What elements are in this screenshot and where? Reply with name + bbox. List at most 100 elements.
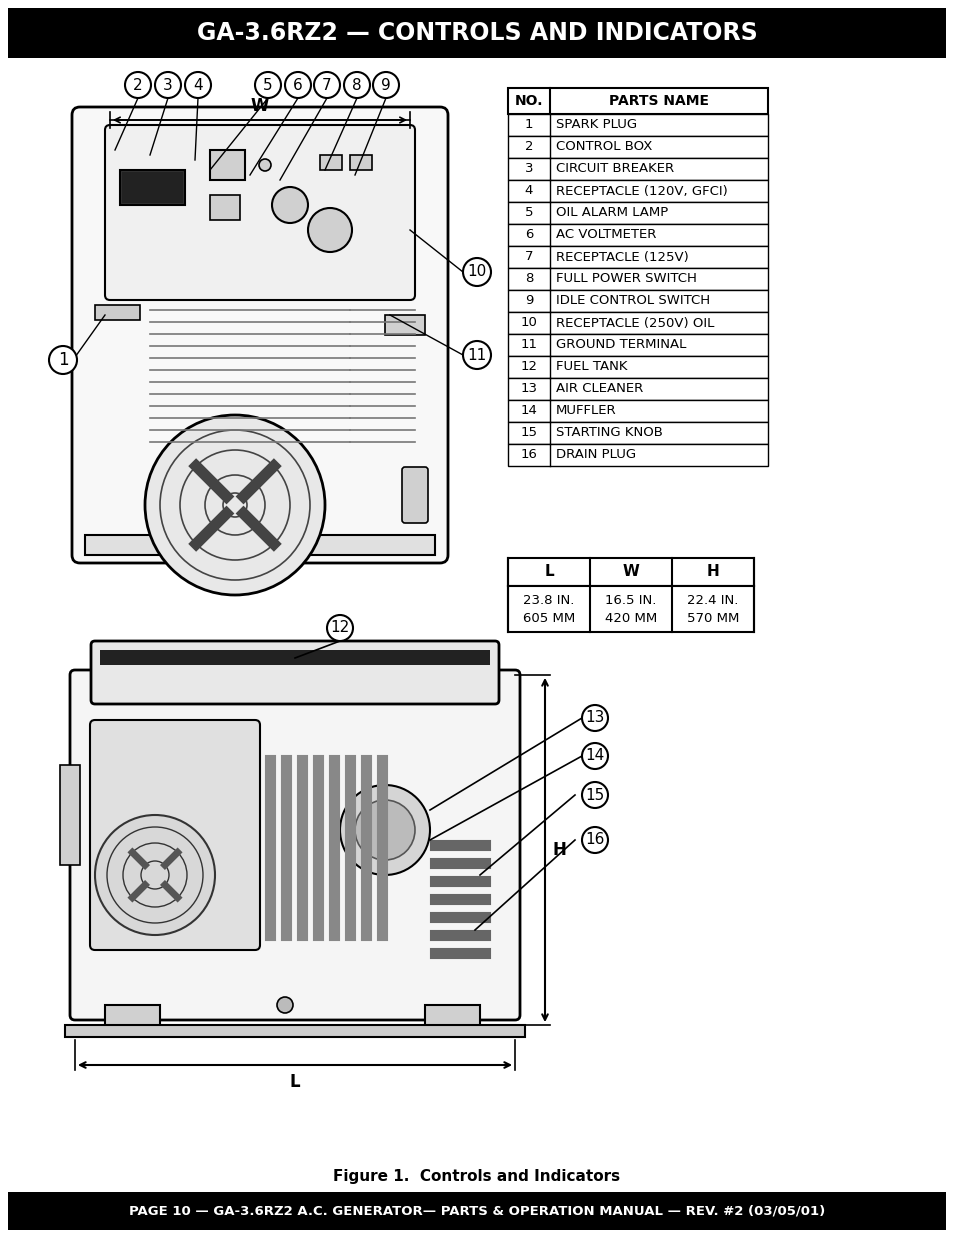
Bar	[507, 445, 767, 466]
Bar	[507, 268, 767, 290]
Text: IDLE CONTROL SWITCH: IDLE CONTROL SWITCH	[556, 294, 709, 308]
Text: RECEPTACLE (125V): RECEPTACLE (125V)	[556, 251, 688, 263]
Text: 5: 5	[524, 206, 533, 220]
Bar	[507, 224, 767, 246]
Text: AIR CLEANER: AIR CLEANER	[556, 383, 642, 395]
Text: 14: 14	[585, 748, 604, 763]
Circle shape	[154, 72, 181, 98]
Bar	[507, 378, 767, 400]
Text: 15: 15	[585, 788, 604, 803]
Bar	[65, 1025, 524, 1037]
Circle shape	[258, 159, 271, 170]
FancyBboxPatch shape	[401, 467, 428, 522]
Circle shape	[185, 72, 211, 98]
Text: L: L	[543, 564, 554, 579]
Circle shape	[581, 743, 607, 769]
Text: 23.8 IN.
605 MM: 23.8 IN. 605 MM	[522, 594, 575, 625]
Text: 13: 13	[520, 383, 537, 395]
Text: 5: 5	[263, 78, 273, 93]
Text: 2: 2	[524, 141, 533, 153]
Circle shape	[355, 800, 415, 860]
Text: 16.5 IN.
420 MM: 16.5 IN. 420 MM	[604, 594, 657, 625]
FancyBboxPatch shape	[90, 720, 260, 950]
Text: 8: 8	[352, 78, 361, 93]
Bar	[105, 1005, 160, 1035]
Text: L: L	[290, 1073, 300, 1091]
Bar	[507, 290, 767, 312]
Bar	[507, 558, 753, 585]
Text: 15: 15	[520, 426, 537, 440]
Bar	[122, 172, 183, 203]
Text: RECEPTACLE (120V, GFCI): RECEPTACLE (120V, GFCI)	[556, 184, 727, 198]
Bar	[85, 535, 435, 555]
Text: 8: 8	[524, 273, 533, 285]
Text: W: W	[251, 98, 269, 115]
FancyBboxPatch shape	[91, 641, 498, 704]
Text: 9: 9	[524, 294, 533, 308]
Circle shape	[272, 186, 308, 224]
Text: 12: 12	[330, 620, 349, 636]
Bar	[507, 114, 767, 136]
Text: OIL ALARM LAMP: OIL ALARM LAMP	[556, 206, 667, 220]
Text: 2: 2	[133, 78, 143, 93]
Circle shape	[285, 72, 311, 98]
Text: PARTS NAME: PARTS NAME	[608, 94, 708, 107]
Text: 9: 9	[381, 78, 391, 93]
Bar	[8, 1192, 945, 1230]
Text: CIRCUIT BREAKER: CIRCUIT BREAKER	[556, 163, 674, 175]
Text: 7: 7	[322, 78, 332, 93]
Bar	[507, 180, 767, 203]
Text: 13: 13	[585, 710, 604, 725]
Text: FULL POWER SWITCH: FULL POWER SWITCH	[556, 273, 696, 285]
Text: CONTROL BOX: CONTROL BOX	[556, 141, 652, 153]
Circle shape	[581, 782, 607, 808]
Bar	[507, 158, 767, 180]
Circle shape	[581, 705, 607, 731]
Circle shape	[308, 207, 352, 252]
Bar	[507, 585, 753, 632]
Text: 6: 6	[524, 228, 533, 242]
Text: 4: 4	[524, 184, 533, 198]
FancyBboxPatch shape	[105, 125, 415, 300]
Bar	[210, 149, 245, 180]
FancyBboxPatch shape	[70, 671, 519, 1020]
Bar	[385, 315, 424, 335]
Text: 16: 16	[585, 832, 604, 847]
Bar	[319, 156, 341, 170]
Circle shape	[314, 72, 339, 98]
Text: H: H	[553, 841, 566, 860]
Text: 14: 14	[520, 405, 537, 417]
Text: 7: 7	[524, 251, 533, 263]
Text: 3: 3	[163, 78, 172, 93]
Bar	[120, 170, 185, 205]
Bar	[507, 88, 767, 114]
Text: 11: 11	[520, 338, 537, 352]
Text: NO.: NO.	[515, 94, 542, 107]
Circle shape	[344, 72, 370, 98]
Text: 10: 10	[520, 316, 537, 330]
Text: RECEPTACLE (250V) OIL: RECEPTACLE (250V) OIL	[556, 316, 714, 330]
Circle shape	[339, 785, 430, 876]
Bar	[100, 650, 490, 664]
Text: 10: 10	[467, 264, 486, 279]
Text: FUEL TANK: FUEL TANK	[556, 361, 627, 373]
Text: 12: 12	[520, 361, 537, 373]
Bar	[60, 764, 80, 864]
Bar	[95, 305, 140, 320]
Text: DRAIN PLUG: DRAIN PLUG	[556, 448, 636, 462]
Bar	[507, 356, 767, 378]
Circle shape	[276, 997, 293, 1013]
Circle shape	[145, 415, 325, 595]
Text: 3: 3	[524, 163, 533, 175]
Circle shape	[581, 827, 607, 853]
Text: 16: 16	[520, 448, 537, 462]
Bar	[507, 246, 767, 268]
Circle shape	[462, 258, 491, 287]
Text: MUFFLER: MUFFLER	[556, 405, 616, 417]
Circle shape	[462, 341, 491, 369]
Text: 11: 11	[467, 347, 486, 363]
Bar	[507, 312, 767, 333]
Text: 1: 1	[524, 119, 533, 131]
Circle shape	[95, 815, 214, 935]
Circle shape	[125, 72, 151, 98]
